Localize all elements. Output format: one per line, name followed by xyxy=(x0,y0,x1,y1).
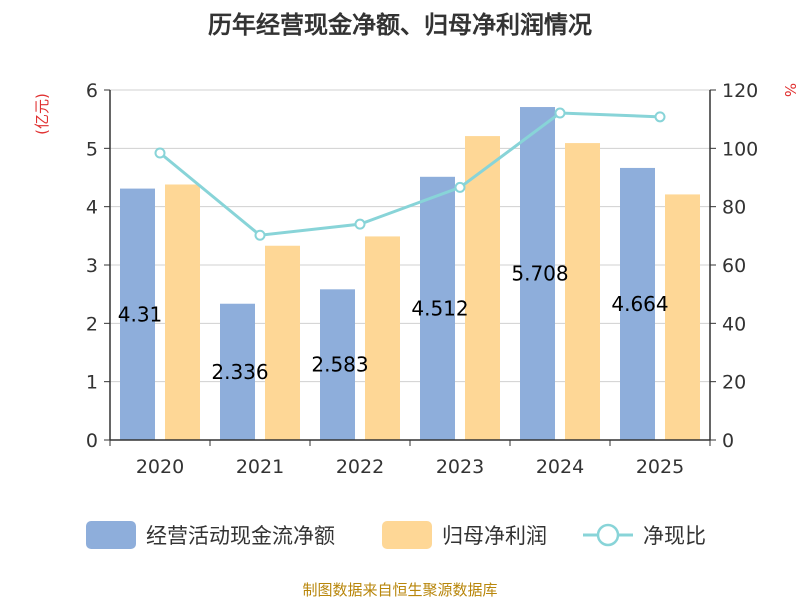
cash-flow-bar xyxy=(520,107,555,441)
left-tick-label: 5 xyxy=(86,138,98,160)
net-profit-bar xyxy=(265,245,300,440)
legend-swatch-cash-flow xyxy=(86,521,136,549)
left-tick-label: 2 xyxy=(86,313,98,335)
left-tick-label: 4 xyxy=(86,197,98,219)
right-tick-label: 20 xyxy=(722,372,746,394)
x-tick-label: 2023 xyxy=(436,456,484,478)
left-axis-unit: (亿元) xyxy=(33,93,51,135)
ratio-line xyxy=(154,107,666,241)
grid-lines xyxy=(110,89,710,383)
legend-swatch-ratio-point xyxy=(596,523,620,547)
right-tick-label: 40 xyxy=(722,313,746,335)
legend-label-cash-flow: 经营活动现金流净额 xyxy=(146,524,335,548)
cash-flow-bar xyxy=(620,167,655,440)
cash-flow-data-label: 2.583 xyxy=(311,353,368,377)
right-tick-label: 100 xyxy=(722,138,758,160)
cash-flow-data-label: 2.336 xyxy=(211,360,268,384)
ratio-point xyxy=(654,111,666,123)
left-tick-label: 0 xyxy=(86,430,98,452)
net-profit-bar xyxy=(165,184,200,440)
cash-flow-bar xyxy=(420,176,455,441)
right-tick-label: 60 xyxy=(722,255,746,277)
net-profit-bar xyxy=(665,194,700,440)
legend-swatch-net-profit xyxy=(382,521,432,549)
chart-title: 历年经营现金净额、归母净利润情况 xyxy=(208,11,592,39)
cash-flow-data-label: 4.31 xyxy=(118,302,163,326)
legend-label-net-profit: 归母净利润 xyxy=(442,524,547,548)
right-tick-label: 0 xyxy=(722,430,734,452)
left-tick-label: 3 xyxy=(86,255,98,277)
left-tick-label: 1 xyxy=(86,372,98,394)
left-tick-label: 6 xyxy=(86,80,98,102)
x-tick-label: 2021 xyxy=(236,456,284,478)
right-tick-label: 120 xyxy=(722,80,758,102)
cash-flow-data-label: 4.512 xyxy=(411,296,468,320)
legend-label-ratio: 净现比 xyxy=(643,524,706,548)
data-labels: 4.31 2.336 2.583 4.512 5.708 4.664 xyxy=(118,262,669,384)
x-tick-label: 2024 xyxy=(536,456,584,478)
ratio-point xyxy=(154,147,166,159)
net-profit-bar xyxy=(365,236,400,440)
x-tick-label: 2025 xyxy=(636,456,684,478)
ratio-point xyxy=(454,181,466,193)
x-tick-label: 2022 xyxy=(336,456,384,478)
cash-flow-bar xyxy=(220,303,255,440)
right-axis-unit: % xyxy=(781,83,799,97)
ratio-point xyxy=(554,107,566,119)
cash-flow-bar xyxy=(120,188,155,440)
net-profit-bar xyxy=(465,136,500,441)
cash-flow-data-label: 5.708 xyxy=(511,262,568,286)
ratio-line-path xyxy=(159,111,661,237)
x-tick-label: 2020 xyxy=(136,456,184,478)
legend: 经营活动现金流净额 归母净利润 净现比 xyxy=(86,521,706,549)
cash-flow-bar xyxy=(320,289,355,440)
source-note: 制图数据来自恒生聚源数据库 xyxy=(302,581,497,599)
right-tick-label: 80 xyxy=(722,197,746,219)
net-profit-bar xyxy=(565,143,600,441)
bars xyxy=(120,107,700,441)
cash-flow-data-label: 4.664 xyxy=(611,292,668,316)
ratio-point xyxy=(254,229,266,241)
ratio-point xyxy=(354,218,366,230)
